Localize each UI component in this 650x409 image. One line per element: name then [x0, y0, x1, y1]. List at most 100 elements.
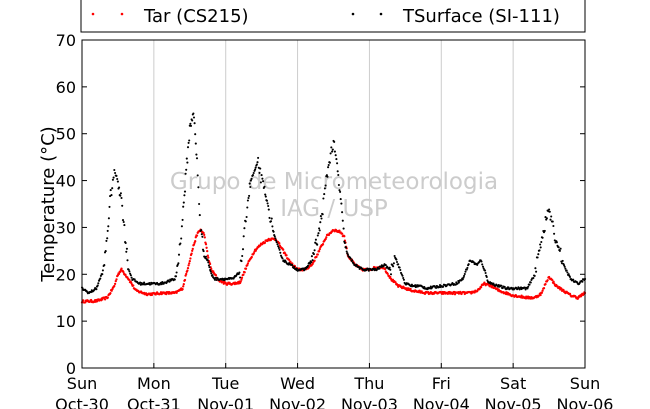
data-point-tar	[316, 253, 319, 256]
x-tick-date: Nov-01	[197, 395, 254, 409]
data-point-tsurface	[240, 260, 243, 263]
data-point-tsurface	[180, 225, 183, 228]
x-tick-day: Tue	[211, 374, 239, 393]
data-point-tsurface	[196, 174, 199, 177]
data-point-tsurface	[277, 245, 280, 248]
x-tick-date: Nov-02	[269, 395, 326, 409]
data-point-tsurface	[191, 119, 194, 122]
data-point-tsurface	[119, 194, 122, 197]
data-point-tsurface	[327, 166, 330, 169]
data-point-tsurface	[186, 161, 189, 164]
data-point-tsurface	[262, 180, 265, 183]
data-point-tsurface	[395, 260, 399, 264]
data-point-tsurface	[310, 261, 313, 264]
data-point-tsurface	[349, 257, 352, 260]
data-point-tar	[183, 278, 187, 282]
data-point-tsurface	[272, 230, 275, 233]
data-point-tsurface	[500, 284, 503, 287]
data-point-tsurface	[483, 269, 487, 272]
data-point-tsurface	[268, 216, 271, 219]
data-point-tsurface	[481, 263, 484, 266]
data-point-tar	[191, 249, 194, 252]
data-point-tar	[185, 272, 188, 276]
data-point-tsurface	[527, 285, 530, 288]
x-tick-date: Nov-06	[557, 395, 614, 409]
data-point-tsurface	[105, 239, 108, 242]
data-point-tsurface	[97, 282, 100, 285]
data-point-tsurface	[107, 217, 110, 220]
data-point-tsurface	[261, 177, 264, 180]
data-point-tar	[186, 266, 190, 270]
data-point-tsurface	[202, 250, 205, 253]
data-point-tar	[119, 270, 122, 274]
data-point-tsurface	[182, 205, 185, 208]
data-point-tar	[165, 292, 168, 296]
data-point-tsurface	[101, 273, 104, 276]
data-point-tsurface	[173, 278, 176, 281]
data-point-tsurface	[112, 176, 115, 179]
x-tick-day: Sun	[67, 374, 97, 393]
data-point-tsurface	[110, 194, 113, 197]
data-point-tsurface	[208, 266, 211, 269]
y-tick-label: 50	[56, 125, 76, 144]
data-point-tsurface	[200, 233, 203, 236]
data-point-tsurface	[308, 262, 312, 265]
data-point-tsurface	[484, 271, 487, 275]
data-point-tsurface	[207, 261, 210, 264]
data-point-tsurface	[246, 199, 249, 202]
data-point-tsurface	[197, 186, 200, 189]
data-point-tsurface	[247, 196, 250, 200]
data-point-tar	[278, 242, 281, 245]
x-tick-date: Nov-04	[413, 395, 470, 409]
data-point-tsurface	[401, 274, 404, 277]
data-point-tsurface	[323, 193, 326, 196]
data-point-tsurface	[341, 211, 344, 214]
data-point-tsurface	[567, 273, 570, 276]
data-point-tsurface	[177, 262, 180, 265]
y-tick-label: 60	[56, 78, 76, 97]
data-point-tsurface	[206, 259, 209, 262]
data-point-tsurface	[133, 278, 136, 281]
data-point-tsurface	[565, 269, 568, 272]
data-point-tsurface	[318, 227, 321, 230]
data-point-tsurface	[252, 171, 255, 175]
data-point-tsurface	[312, 253, 315, 256]
data-point-tar	[315, 255, 318, 259]
data-point-tsurface	[563, 264, 566, 267]
series-tsurface	[80, 112, 587, 295]
data-point-tsurface	[257, 156, 260, 159]
data-point-tsurface	[545, 217, 548, 220]
data-point-tsurface	[393, 254, 396, 258]
data-point-tar	[242, 273, 245, 276]
data-point-tar	[551, 278, 554, 282]
data-point-tsurface	[256, 161, 259, 164]
data-point-tsurface	[106, 229, 109, 232]
data-point-tsurface	[183, 190, 187, 193]
data-point-tsurface	[550, 215, 553, 218]
data-point-tar	[317, 250, 321, 253]
data-point-tar	[206, 249, 209, 253]
data-point-tar	[541, 289, 544, 292]
data-point-tsurface	[318, 229, 321, 232]
data-point-tsurface	[327, 163, 330, 167]
y-tick-label: 40	[56, 172, 76, 191]
data-point-tsurface	[345, 246, 348, 249]
data-point-tsurface	[148, 281, 151, 285]
data-point-tsurface	[194, 142, 197, 145]
data-point-tsurface	[198, 202, 201, 206]
plot-frame	[81, 39, 586, 369]
data-point-tar	[540, 291, 544, 294]
data-point-tsurface	[367, 269, 370, 272]
data-point-tsurface	[533, 274, 536, 277]
series-tar	[80, 228, 587, 304]
data-point-tsurface	[189, 124, 193, 127]
data-point-tsurface	[528, 283, 531, 286]
data-point-tsurface	[125, 250, 128, 253]
data-point-tsurface	[341, 219, 344, 222]
data-point-tsurface	[539, 243, 542, 246]
data-point-tsurface	[238, 271, 241, 274]
data-point-tsurface	[317, 232, 320, 235]
x-tick-day: Wed	[280, 374, 315, 393]
data-point-tar	[120, 267, 123, 270]
data-point-tsurface	[116, 180, 119, 183]
